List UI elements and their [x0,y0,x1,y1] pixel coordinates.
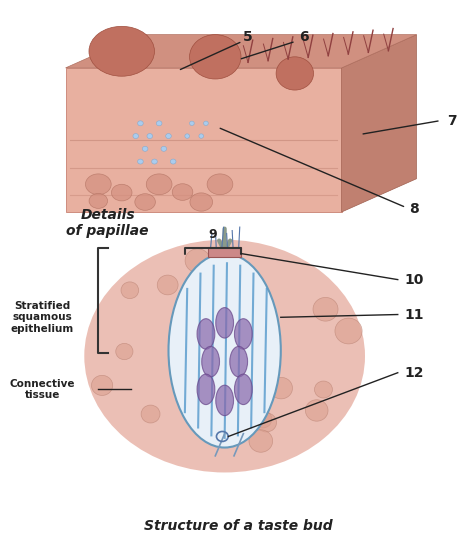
Ellipse shape [85,174,111,195]
Ellipse shape [190,35,241,79]
Ellipse shape [216,385,234,416]
Ellipse shape [204,121,208,125]
Ellipse shape [84,240,365,472]
Text: Connective
tissue: Connective tissue [9,379,75,400]
Ellipse shape [168,253,281,447]
Ellipse shape [256,413,276,432]
Ellipse shape [137,121,143,126]
Ellipse shape [157,275,178,295]
Ellipse shape [197,319,215,349]
Ellipse shape [89,193,108,208]
Polygon shape [65,35,417,68]
Ellipse shape [207,174,233,195]
FancyBboxPatch shape [208,247,241,257]
Ellipse shape [172,184,193,201]
Polygon shape [65,68,342,212]
Text: 10: 10 [405,272,424,287]
Ellipse shape [305,400,328,421]
Ellipse shape [197,374,215,404]
Ellipse shape [235,374,252,404]
Text: 12: 12 [405,366,424,380]
Ellipse shape [276,57,313,90]
Ellipse shape [235,319,252,349]
Ellipse shape [216,307,234,338]
Ellipse shape [313,297,338,321]
Ellipse shape [314,381,332,398]
Ellipse shape [230,346,247,377]
Ellipse shape [142,146,148,152]
Text: Details
of papillae: Details of papillae [66,208,149,238]
Ellipse shape [270,378,292,399]
Ellipse shape [137,159,143,164]
Ellipse shape [133,134,138,139]
Ellipse shape [121,282,139,299]
Ellipse shape [170,159,176,164]
Ellipse shape [116,343,133,360]
Ellipse shape [111,184,132,201]
Ellipse shape [156,121,162,126]
Text: 9: 9 [209,228,217,241]
Text: 8: 8 [409,202,419,216]
Ellipse shape [185,249,210,272]
Text: 7: 7 [447,114,456,128]
Text: 5: 5 [243,31,253,45]
Ellipse shape [202,346,219,377]
Ellipse shape [161,146,167,152]
Ellipse shape [190,193,212,211]
Ellipse shape [335,318,362,344]
Ellipse shape [135,194,155,211]
Ellipse shape [234,400,262,427]
Ellipse shape [89,26,155,76]
Ellipse shape [147,134,153,139]
Text: 11: 11 [405,307,424,321]
Ellipse shape [166,134,171,139]
Polygon shape [342,35,417,212]
Ellipse shape [146,174,172,195]
Ellipse shape [199,134,204,138]
Ellipse shape [185,134,190,138]
Ellipse shape [91,375,113,395]
Ellipse shape [190,121,194,125]
Ellipse shape [249,430,273,452]
Ellipse shape [141,405,160,423]
Ellipse shape [255,301,272,317]
Ellipse shape [253,411,272,428]
Ellipse shape [152,159,157,164]
Text: Structure of a taste bud: Structure of a taste bud [145,520,333,534]
Text: 6: 6 [300,31,309,45]
Text: Stratified
squamous
epithelium: Stratified squamous epithelium [10,301,74,334]
